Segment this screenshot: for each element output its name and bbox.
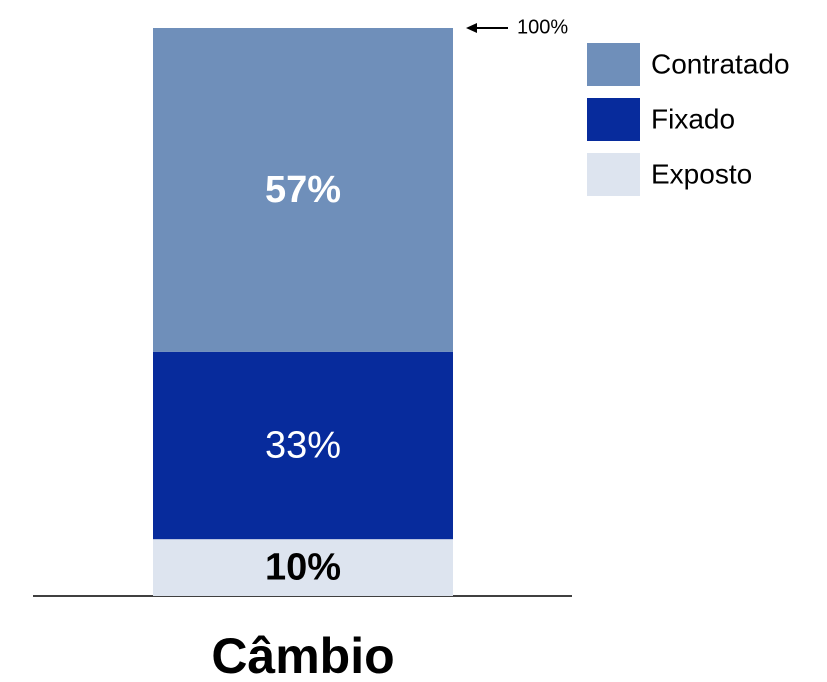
arrow-head [466,23,477,33]
value-label: 10% [265,547,341,589]
bar-segment [153,351,453,540]
bar-segment [153,539,453,596]
legend-swatch [587,153,640,196]
legend-swatch [587,43,640,86]
legend-swatch [587,98,640,141]
value-label: 57% [265,169,341,211]
annotation-label: 100% [517,16,568,38]
legend-label: Exposto [651,158,752,189]
legend-label: Fixado [651,103,735,134]
category-label: Câmbio [211,628,394,682]
bar-segment [153,28,453,352]
value-label: 33% [265,425,341,467]
legend-label: Contratado [651,48,790,79]
